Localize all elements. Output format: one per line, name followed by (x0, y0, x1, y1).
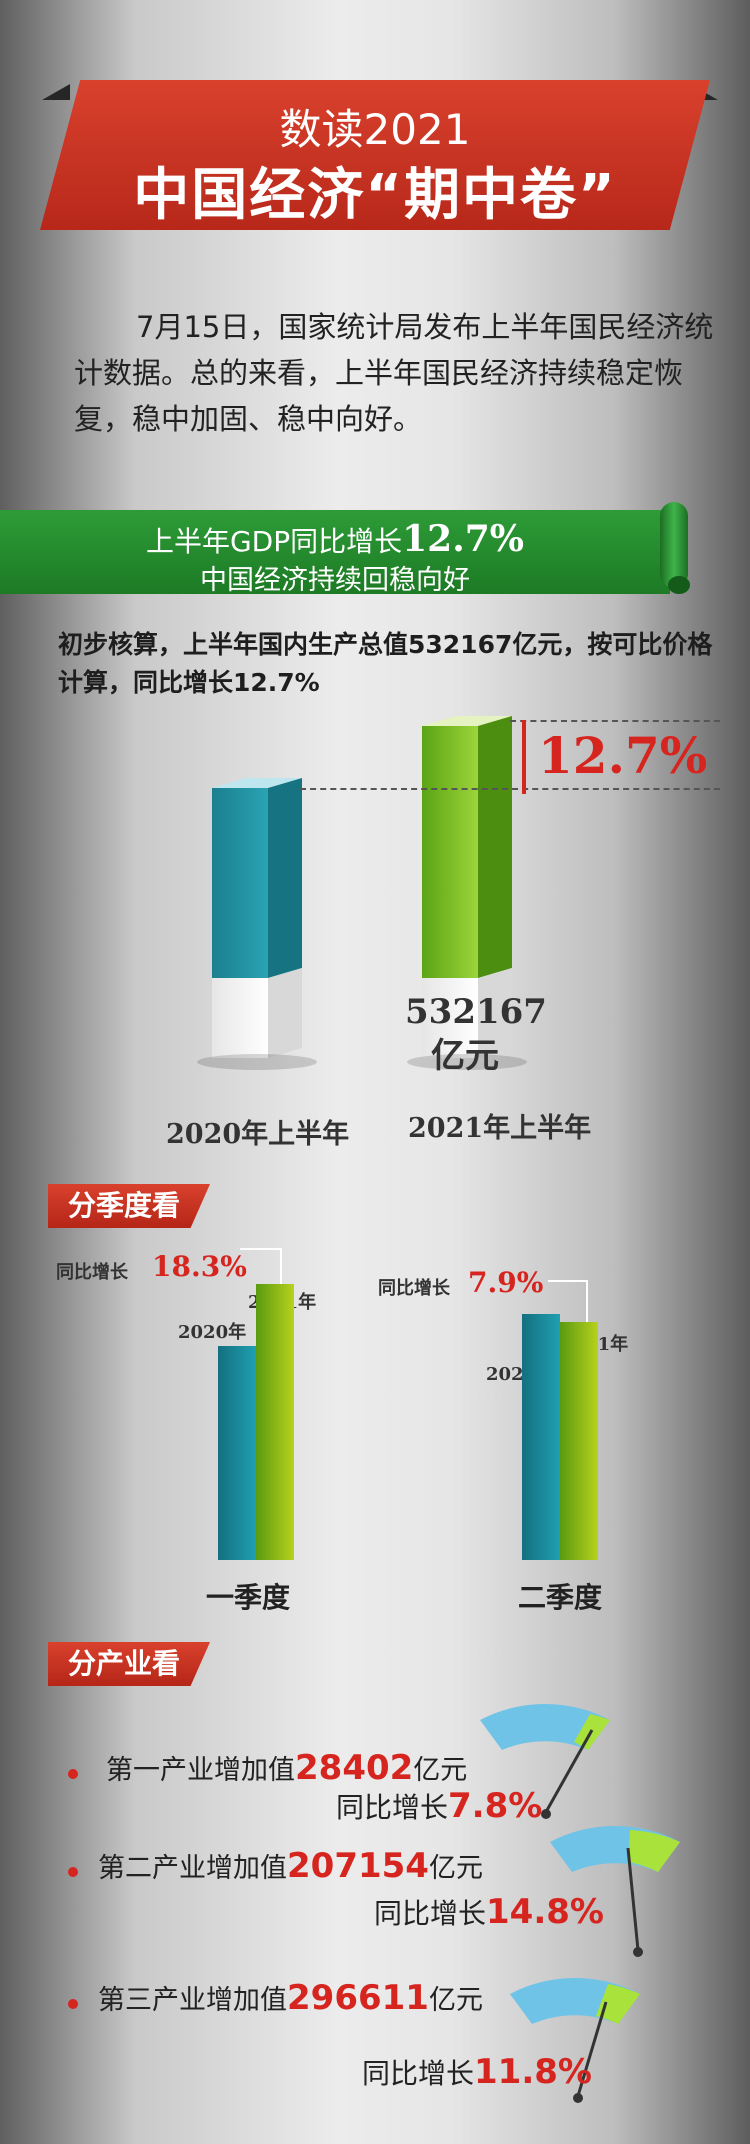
q2-name: 二季度 (518, 1581, 603, 1614)
q2-growth-value: 7.9% (468, 1266, 544, 1299)
title-ribbon (40, 80, 710, 230)
q2-bar-2021 (560, 1322, 598, 1560)
industry3-growth-value: 11.8% (474, 2052, 592, 2092)
industry3-line: 第三产业增加值296611亿元 (98, 1978, 483, 2018)
industry3-growth-label: 同比增长 (362, 2057, 475, 2090)
gdp-description: 初步核算，上半年国内生产总值532167亿元，按可比价格计算，同比增长12.7% (58, 630, 713, 697)
bar-2021-side (478, 716, 512, 978)
industry1-growth: 同比增长7.8% (336, 1786, 542, 1826)
industry1-growth-value: 7.8% (448, 1786, 543, 1826)
gdp-value-unit: 亿元 (431, 1036, 499, 1076)
q1-name: 一季度 (206, 1581, 291, 1614)
gdp-bar-2021 (407, 716, 527, 1070)
banner-value: 12.7% (402, 518, 525, 560)
gauge3-green-segment (596, 1984, 640, 2024)
intro-paragraph: 7月15日，国家统计局发布上半年国民经济统计数据。总的来看，上半年国民经济持续稳… (74, 310, 714, 436)
industry1-bullet (68, 1769, 78, 1779)
q1-growth-label: 同比增长 (56, 1262, 128, 1283)
bar-2021-base-side (478, 968, 512, 1058)
industry3-unit: 亿元 (428, 1985, 483, 2016)
title-line-2: 中国经济“期中卷” (133, 163, 617, 228)
banner-prefix: 上半年GDP同比增长 (145, 525, 403, 558)
gdp-growth-percent: 12.7% (538, 726, 708, 785)
q1-bracket (240, 1248, 282, 1286)
industry2-value: 207154 (287, 1846, 429, 1886)
gauge1-pivot (541, 1809, 551, 1819)
industry3-bullet (68, 1999, 78, 2009)
q1-growth-value: 18.3% (152, 1250, 247, 1283)
dashed-line-2020-level (300, 788, 720, 790)
gdp-value-label: 532167 亿元 (405, 990, 547, 1078)
industry1-value: 28402 (295, 1748, 414, 1788)
gauge3-pivot (573, 2093, 583, 2103)
industry2-gauge (550, 1825, 680, 1957)
industry1-gauge (480, 1703, 610, 1819)
bar-2021-front (422, 726, 478, 978)
bar-2020-side (268, 778, 302, 978)
q2-growth-label: 同比增长 (378, 1278, 450, 1299)
banner-subline: 中国经济持续回稳向好 (200, 565, 470, 596)
industry1-growth-label: 同比增长 (336, 1791, 449, 1824)
gauge2-green-segment (628, 1830, 680, 1872)
bar-2020-base-side (268, 968, 302, 1058)
section-tag-quarters: 分季度看 (48, 1184, 211, 1228)
year-label-2020: 2020年上半年 (166, 1119, 350, 1150)
bar-2020-front (212, 788, 268, 978)
industry3-gauge (510, 1977, 640, 2103)
industry2-growth-label: 同比增长 (374, 1897, 487, 1930)
bar-2020-shadow (197, 1054, 317, 1070)
gauge2-pivot (633, 1947, 643, 1957)
industry2-growth-value: 14.8% (486, 1892, 604, 1932)
banner-headline: 上半年GDP同比增长12.7% (0, 518, 670, 560)
q2-bracket (548, 1280, 588, 1324)
growth-indicator-line (522, 720, 526, 794)
gdp-bar-2020 (197, 778, 317, 1070)
section-tag-industries: 分产业看 (48, 1642, 211, 1686)
gauge2-needle (626, 1847, 640, 1951)
title-line-1: 数读2021 (279, 105, 471, 154)
industry2-line: 第二产业增加值207154亿元 (98, 1846, 483, 1886)
q2-bar-2020 (522, 1314, 560, 1560)
industry1-line: 第一产业增加值28402亿元 (106, 1748, 467, 1788)
year-label-2021: 2021年上半年 (408, 1113, 592, 1144)
bar-2021-top (422, 716, 512, 726)
gdp-banner (0, 510, 670, 594)
bar-2020-top (212, 778, 302, 788)
ribbon-fold-left (42, 84, 70, 100)
bar-2021-shadow (407, 1054, 527, 1070)
industry2-label: 第二产业增加值 (98, 1853, 287, 1884)
industry1-label: 第一产业增加值 (106, 1755, 295, 1786)
industry2-growth: 同比增长14.8% (374, 1892, 604, 1932)
industry3-label: 第三产业增加值 (98, 1985, 287, 2016)
industry3-growth: 同比增长11.8% (362, 2052, 592, 2092)
gdp-value-number: 532167 (405, 992, 547, 1032)
banner-scroll-curl (660, 502, 688, 588)
banner-scroll-end (668, 576, 690, 594)
industry3-value: 296611 (287, 1978, 429, 2018)
industry1-unit: 亿元 (413, 1755, 468, 1786)
bar-2021-base-front (422, 978, 478, 1058)
bar-2020-base-front (212, 978, 268, 1058)
gauge1-needle (544, 1729, 594, 1813)
q1-bar-2020 (218, 1346, 256, 1560)
dashed-line-2021-level (510, 720, 720, 722)
industry2-bullet (68, 1867, 78, 1877)
industry2-unit: 亿元 (428, 1853, 483, 1884)
q1-year-2020: 2020年 (178, 1322, 247, 1343)
gdp-3d-bars (197, 716, 527, 1070)
q1-bar-2021 (256, 1284, 294, 1560)
gauge3-needle (576, 2001, 608, 2097)
